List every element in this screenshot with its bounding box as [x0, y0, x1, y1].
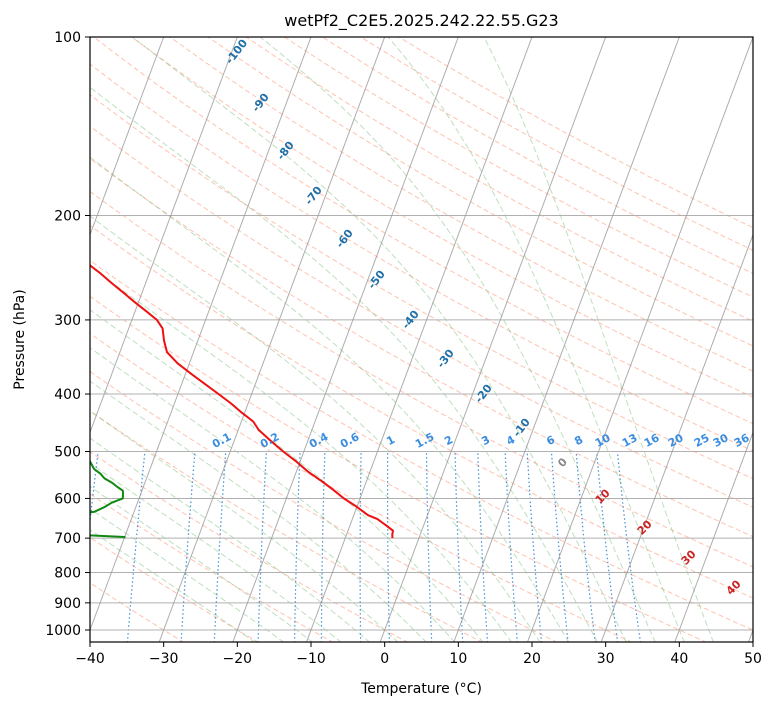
x-tick-label: 10	[449, 651, 467, 667]
y-tick-label: 300	[54, 313, 81, 329]
moist-adiabat	[90, 485, 314, 642]
mixing-ratio-line	[90, 451, 99, 527]
isotherm-line	[158, 37, 386, 642]
mixing-ratio-line	[504, 451, 518, 642]
x-tick-label: −40	[75, 651, 105, 667]
dry-adiabat	[90, 63, 753, 452]
plot-frame	[89, 36, 754, 643]
y-tick-label: 400	[54, 387, 81, 403]
y-tick-label: 100	[54, 30, 81, 46]
isotherm-line	[90, 37, 238, 434]
x-tick-label: −10	[296, 651, 326, 667]
moist-adiabat	[387, 37, 685, 642]
dry-adiabat	[284, 37, 753, 298]
mixing-ratio-label: 36	[732, 431, 752, 450]
plot-area: -100-90-80-70-60-50-40-30-20-10010203040…	[90, 37, 753, 642]
moist-adiabat	[90, 410, 399, 642]
moist-adiabat	[90, 156, 570, 642]
dry-adiabat	[245, 37, 753, 322]
moist-adiabat	[131, 37, 627, 642]
mixing-ratio-line	[526, 451, 543, 642]
dry-adiabat	[90, 224, 753, 599]
temperature-profile	[90, 264, 394, 539]
moist-adiabat	[90, 347, 456, 642]
mixing-ratio-label: 10	[593, 431, 613, 450]
chart-title: wetPf2_C2E5.2025.242.22.55.G23	[284, 11, 558, 31]
y-tick-label: 500	[54, 444, 81, 460]
isotherm-line	[90, 37, 312, 632]
isotherm-line	[600, 233, 753, 642]
y-axis-title: Pressure (hPa)	[12, 289, 28, 389]
dry-adiabat	[90, 536, 259, 642]
mixing-ratio-line	[213, 451, 227, 642]
mixing-ratio-label: 30	[711, 431, 731, 450]
mixing-ratio-label: 20	[666, 431, 686, 450]
moist-adiabat	[90, 215, 541, 642]
mixing-ratio-line	[596, 451, 619, 642]
x-axis-title: Temperature (°C)	[360, 681, 482, 697]
y-tick-label: 600	[54, 491, 81, 507]
x-tick-label: 30	[597, 651, 615, 667]
dry-adiabat	[207, 37, 753, 347]
moist-adiabat	[90, 507, 285, 642]
axis-ticks: −40 −30 −20 −10 0 10 20 30 40 50 100 200 300 400 500 60…	[45, 30, 762, 667]
mixing-ratio-label: 13	[620, 431, 640, 450]
x-tick-label: 50	[744, 651, 762, 667]
x-tick-label: 40	[670, 651, 688, 667]
moist-adiabat	[90, 86, 598, 642]
isotherm-line	[453, 37, 680, 642]
isotherm-line	[232, 37, 459, 642]
mixing-ratio-label: 16	[642, 431, 662, 450]
isotherm-line	[674, 430, 753, 642]
mixing-ratio-line	[575, 451, 596, 642]
isotherm-line	[90, 37, 165, 237]
mixing-ratio-line	[550, 451, 569, 642]
isotherm-line	[305, 37, 533, 642]
x-tick-label: 0	[380, 651, 389, 667]
mixing-ratio-line	[616, 451, 642, 642]
dry-adiabat	[90, 190, 753, 568]
isotherm-line	[379, 37, 607, 642]
moist-adiabat	[90, 529, 256, 642]
moist-adiabat	[90, 437, 371, 642]
dry-adiabat	[90, 332, 633, 642]
y-tick-label: 1000	[45, 623, 81, 639]
moist-adiabat	[259, 37, 656, 642]
mixing-ratio-line	[180, 451, 196, 642]
y-tick-label: 200	[54, 209, 81, 225]
y-tick-label: 900	[54, 596, 81, 612]
dry-adiabat	[169, 37, 753, 372]
moist-adiabat	[90, 462, 342, 642]
moist-adiabat	[483, 37, 714, 642]
dry-adiabat	[90, 94, 753, 480]
dry-adiabat	[90, 295, 707, 642]
y-tick-label: 800	[54, 566, 81, 582]
x-tick-label: −20	[223, 651, 253, 667]
mixing-ratio-line	[477, 451, 489, 642]
x-tick-label: 20	[523, 651, 541, 667]
dewpoint-profile	[90, 459, 126, 539]
y-tick-label: 700	[54, 531, 81, 547]
dry-adiabat	[90, 410, 483, 642]
dry-adiabat	[90, 125, 753, 508]
mixing-ratio-label: 25	[692, 431, 712, 450]
x-tick-label: −30	[149, 651, 179, 667]
dry-adiabat	[90, 259, 753, 631]
isotherm-line	[526, 37, 753, 642]
